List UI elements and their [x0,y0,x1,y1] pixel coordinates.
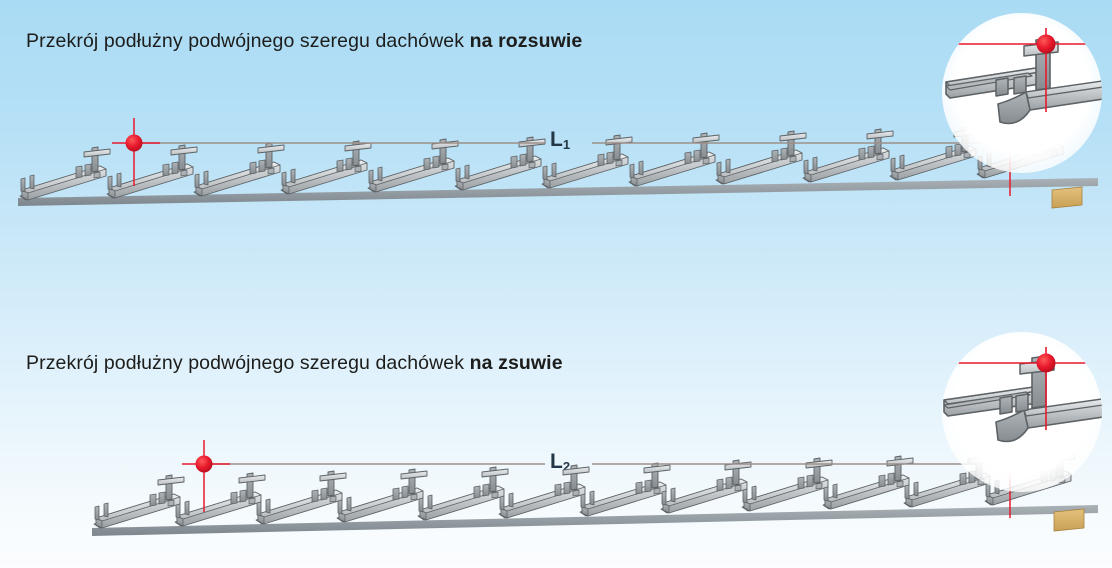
baseline-zsuw [92,505,1098,536]
inset-marker-dot-icon [1036,34,1056,54]
tile [579,462,671,517]
marker-dot-icon [125,134,143,152]
tile [367,138,459,193]
tile [19,146,111,201]
inset-content-rozsuw [945,28,1102,125]
marker-rozsuw-left [112,118,160,186]
title-plain-2: Przekrój podłużny podwójnego szeregu dac… [26,352,470,374]
section-title-zsuw: Przekrój podłużny podwójnego szeregu dac… [26,352,563,375]
title-bold-1: na rozsuwie [469,30,583,52]
tile [174,472,266,527]
section-title-rozsuw: Przekrój podłużny podwójnego szeregu dac… [26,30,582,53]
detail-inset-rozsuw [942,13,1102,173]
tile [193,142,285,197]
dimension-subscript-2: 2 [562,459,571,474]
tile [741,457,833,512]
marker-zsuw-left [182,440,230,512]
tile [715,130,807,185]
detail-inset-zsuw [942,332,1102,492]
batten-block-rozsuw [1051,186,1083,209]
inset-content-zsuw [943,347,1102,443]
tile [336,468,428,523]
tile [660,459,752,514]
title-plain-1: Przekrój podłużny podwójnego szeregu dac… [26,30,470,52]
tile [628,132,720,187]
tile [498,464,590,519]
dimension-subscript-1: 1 [562,137,571,152]
marker-dot-icon [195,455,213,473]
tile [454,136,546,191]
tile [106,144,198,199]
tile [280,140,372,195]
dimension-letter-2: L [550,450,563,473]
dimension-label-L1: L1 [550,128,570,152]
tile [802,128,894,183]
tile-row-zsuw [92,440,1098,536]
tile [417,466,509,521]
title-bold-2: na zsuwie [469,352,563,374]
dimension-label-L2: L2 [550,450,570,474]
batten-block-zsuw [1053,508,1085,532]
inset-marker-dot-icon [1036,353,1056,373]
baseline-rozsuw [18,178,1098,206]
tile [255,470,347,525]
dimension-letter-1: L [550,128,563,151]
tile [93,474,185,529]
tile-row-rozsuw [18,118,1098,209]
